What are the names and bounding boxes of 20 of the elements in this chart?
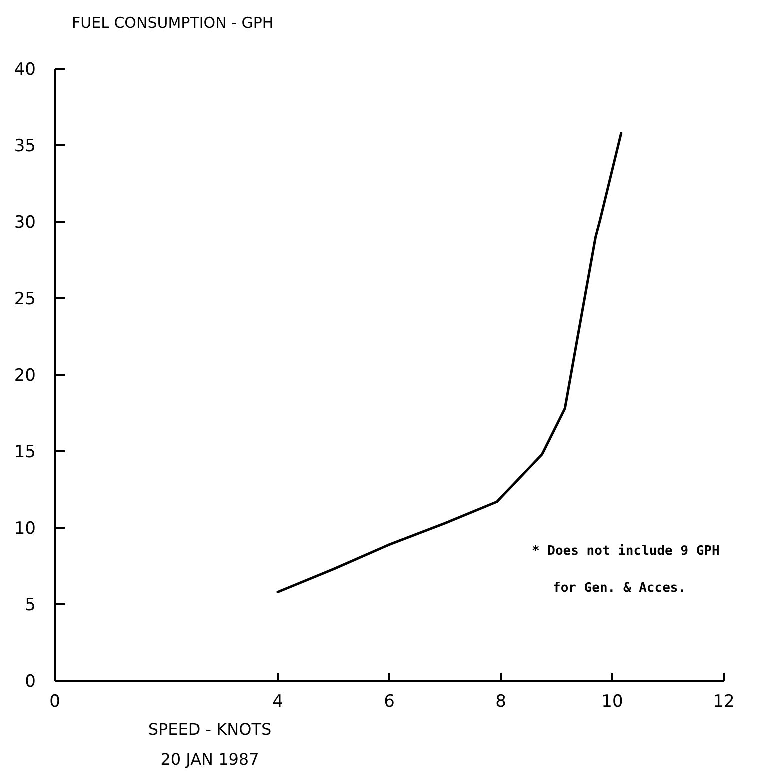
y-tick-label: 10 [14,518,36,539]
y-axis-title: FUEL CONSUMPTION - GPH [72,14,274,32]
x-tick-label: 6 [384,692,395,712]
annotation: for Gen. & Acces. [553,581,686,596]
y-tick-label: 0 [25,672,36,692]
annotation: * Does not include 9 GPH [532,544,720,559]
y-tick-label: 5 [25,595,36,616]
y-tick-label: 15 [14,442,36,462]
text: 20 JAN 1987 [160,750,260,769]
y-tick-label: 25 [14,289,36,310]
x-tick-label: 12 [713,692,735,712]
x-tick-label: 8 [496,692,506,712]
y-tick-label: 40 [14,60,36,80]
x-tick-label: 0 [50,692,60,712]
y-tick-label: 30 [14,212,36,233]
x-axis-title: SPEED - KNOTS [148,720,272,739]
x-tick-label: 10 [602,692,624,712]
y-tick-label: 20 [14,366,36,386]
x-tick-label: 4 [272,692,284,712]
y-tick-label: 35 [14,136,36,156]
